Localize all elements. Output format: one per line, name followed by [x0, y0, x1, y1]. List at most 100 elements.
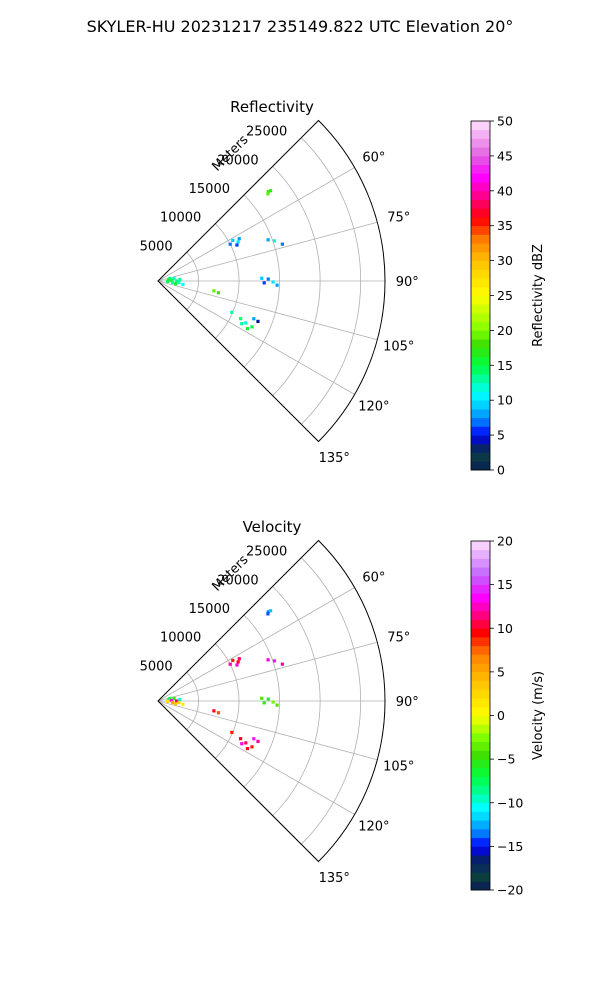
sector-outline	[157, 539, 386, 863]
colorbar-segment	[471, 575, 490, 586]
colorbar-tick-label: 20	[497, 534, 513, 549]
azimuth-tick-label: 105°	[383, 340, 414, 355]
azimuth-tick-label: 135°	[319, 871, 350, 886]
echo-point	[245, 326, 250, 331]
echo-point	[260, 696, 264, 700]
colorbar-segment	[471, 286, 490, 296]
azimuth-spoke-gridline	[157, 641, 378, 702]
range-tick-label: 5000	[140, 659, 173, 674]
azimuth-tick-label: 135°	[319, 451, 350, 466]
colorbar-tick-label: 0	[497, 463, 505, 478]
colorbar-segment	[471, 636, 490, 647]
echo-point	[237, 237, 241, 241]
colorbar-segment	[471, 251, 490, 261]
echo-point	[212, 709, 216, 713]
echo-point	[256, 319, 260, 323]
reflectivity-title: Reflectivity	[230, 98, 314, 116]
echo-point	[266, 277, 270, 281]
echo-point	[235, 663, 239, 667]
colorbar-tick-label: 25	[497, 288, 513, 303]
colorbar-tick-label: 15	[497, 358, 513, 373]
colorbar-segment	[471, 698, 490, 708]
colorbar-segment	[471, 164, 490, 174]
colorbar-segment	[471, 330, 490, 340]
colorbar-segment	[471, 243, 490, 253]
colorbar-tick-label: 50	[497, 114, 513, 129]
echo-point	[175, 279, 179, 283]
colorbar-tick-label: −15	[497, 839, 523, 854]
echo-point	[166, 279, 170, 283]
colorbar-segment	[471, 663, 490, 673]
echo-point	[252, 317, 256, 321]
echo-point	[170, 278, 174, 283]
colorbar-segment	[471, 182, 490, 192]
echo-point	[260, 276, 264, 280]
colorbar-segment	[471, 715, 490, 725]
azimuth-tick-label: 90°	[396, 275, 419, 290]
azimuth-tick-label: 120°	[358, 400, 389, 415]
azimuth-spoke-gridline	[157, 700, 355, 815]
colorbar-segment	[471, 417, 490, 427]
colorbar-tick-label: 20	[497, 323, 513, 338]
colorbar-segment	[471, 208, 490, 218]
colorbar-segment	[471, 785, 490, 795]
colorbar-segment	[471, 628, 490, 638]
colorbar-segment	[471, 461, 490, 471]
colorbar-segment	[471, 872, 490, 882]
echo-point	[228, 662, 232, 666]
colorbar-segment	[471, 837, 490, 847]
echo-point	[231, 658, 235, 662]
echo-point	[170, 280, 175, 285]
azimuth-tick-label: 75°	[387, 210, 410, 225]
echo-point	[172, 276, 176, 281]
echo-point	[178, 697, 182, 702]
echo-point	[266, 192, 270, 196]
echo-point	[240, 322, 244, 326]
echo-point	[239, 317, 243, 321]
reflectivity-panel: Reflectivity 500010000150002000025000Met…	[140, 98, 546, 478]
range-tick-label: 10000	[160, 631, 201, 646]
colorbar-segment	[471, 426, 490, 436]
echo-point	[240, 742, 244, 746]
azimuth-tick-label: 75°	[387, 630, 410, 645]
colorbar-segment	[471, 138, 490, 148]
echo-point	[177, 280, 181, 285]
colorbar-segment	[471, 190, 490, 200]
velocity-title: Velocity	[243, 518, 302, 536]
azimuth-tick-label: 90°	[396, 695, 419, 710]
colorbar-segment	[471, 811, 490, 821]
colorbar-segment	[471, 567, 490, 577]
colorbar-segment	[471, 408, 490, 419]
colorbar-tick-label: 0	[497, 708, 505, 723]
colorbar-segment	[471, 260, 490, 270]
echo-point	[239, 737, 243, 741]
colorbar-segment	[471, 881, 490, 891]
echo-point	[250, 745, 254, 749]
colorbar-tick-label: 45	[497, 148, 513, 163]
colorbar-segment	[471, 689, 490, 699]
colorbar-segment	[471, 820, 490, 830]
echo-point	[237, 657, 241, 661]
echo-point	[271, 280, 275, 284]
echo-point	[230, 310, 234, 314]
colorbar-segment	[471, 321, 490, 331]
echo-point	[178, 277, 182, 282]
echo-point	[235, 243, 239, 247]
colorbar-segment	[471, 584, 490, 594]
echo-point	[174, 702, 178, 706]
colorbar-segment	[471, 278, 490, 288]
colorbar-segment	[471, 347, 490, 357]
colorbar-segment	[471, 671, 490, 681]
colorbar-segment	[471, 855, 490, 865]
colorbar-segment	[471, 304, 490, 314]
echo-point	[266, 190, 270, 194]
echo-point	[252, 737, 256, 741]
colorbar-tick-label: 40	[497, 183, 513, 198]
colorbar-segment	[471, 602, 490, 612]
figure-suptitle: SKYLER-HU 20231217 235149.822 UTC Elevat…	[87, 17, 514, 36]
colorbar-segment	[471, 732, 490, 743]
echo-point	[181, 282, 185, 287]
colorbar-segment	[471, 339, 490, 349]
